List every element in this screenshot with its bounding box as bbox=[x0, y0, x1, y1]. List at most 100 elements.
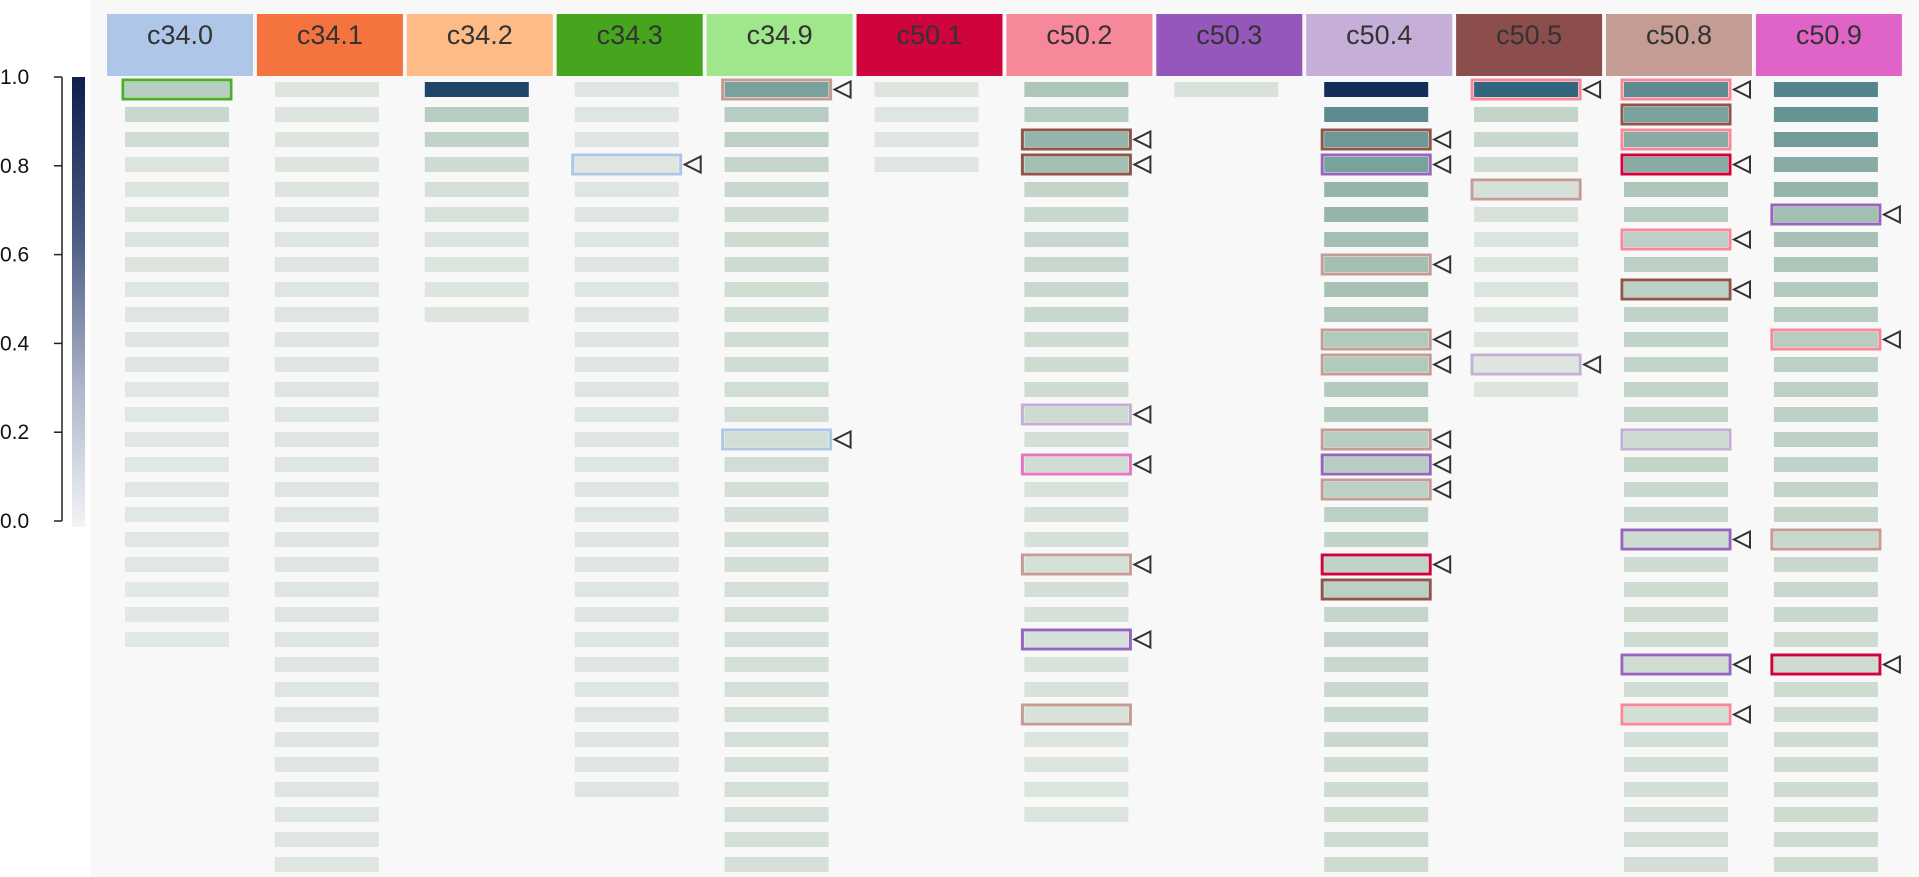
highlight-box bbox=[1320, 253, 1432, 276]
heatmap-cell bbox=[1024, 382, 1129, 397]
heatmap-cell bbox=[574, 707, 679, 722]
heatmap-cell bbox=[574, 607, 679, 622]
heatmap-cell bbox=[1624, 432, 1728, 447]
heatmap-cell bbox=[125, 332, 229, 347]
heatmap-cell bbox=[724, 232, 829, 247]
heatmap-cell bbox=[724, 482, 829, 497]
heatmap-cell bbox=[1624, 482, 1728, 497]
heatmap-cell bbox=[724, 507, 829, 522]
heatmap-cell bbox=[274, 657, 379, 672]
heatmap-cell bbox=[274, 332, 379, 347]
heatmap-cell bbox=[1324, 457, 1429, 472]
column-header-c34-0 bbox=[107, 14, 253, 76]
column-header-c34-2 bbox=[406, 14, 553, 76]
heatmap-cell bbox=[125, 557, 229, 572]
heatmap-cell bbox=[1773, 307, 1878, 322]
heatmap-cell bbox=[724, 407, 829, 422]
heatmap-cell bbox=[1324, 632, 1429, 647]
heatmap-cell bbox=[1024, 607, 1129, 622]
pointer-arrow-icon bbox=[1132, 629, 1152, 650]
heatmap-cell bbox=[1024, 807, 1129, 822]
highlight-box bbox=[1470, 353, 1582, 376]
heatmap-cell bbox=[1324, 607, 1429, 622]
heatmap-cell bbox=[724, 607, 829, 622]
heatmap-cell bbox=[724, 532, 829, 547]
heatmap-cell bbox=[424, 282, 529, 297]
heatmap-cell bbox=[125, 482, 229, 497]
column-header-label: c34.2 bbox=[447, 20, 513, 50]
colorbar: 1.0 0.8 0.6 0.4 0.2 0.0 bbox=[0, 66, 85, 533]
heatmap-cell bbox=[574, 632, 679, 647]
heatmap-cell bbox=[274, 257, 379, 272]
pointer-arrow-icon bbox=[1431, 354, 1452, 375]
highlight-box bbox=[1470, 178, 1582, 201]
heatmap-cell bbox=[1773, 707, 1878, 722]
heatmap-cell bbox=[1624, 532, 1728, 547]
highlight-box bbox=[1620, 278, 1732, 301]
heatmap-cell bbox=[724, 107, 829, 122]
heatmap-cell bbox=[1773, 332, 1878, 347]
heatmap-cell bbox=[125, 132, 229, 147]
heatmap-cell bbox=[1024, 332, 1129, 347]
highlight-box bbox=[1770, 528, 1882, 551]
heatmap-cell bbox=[724, 457, 829, 472]
heatmap-cell bbox=[1324, 107, 1429, 122]
heatmap-cell bbox=[125, 432, 229, 447]
heatmap-cell bbox=[1773, 482, 1878, 497]
column-header-c34-9 bbox=[706, 14, 853, 76]
highlight-box bbox=[1320, 428, 1432, 451]
heatmap-cell bbox=[1624, 857, 1728, 872]
heatmap-cell bbox=[1624, 657, 1728, 672]
heatmap-cell bbox=[424, 107, 529, 122]
heatmap-cell bbox=[724, 282, 829, 297]
highlight-box bbox=[1020, 403, 1132, 426]
heatmap-cell bbox=[1624, 832, 1728, 847]
heatmap-cell bbox=[125, 407, 229, 422]
heatmap-cell bbox=[274, 132, 379, 147]
pointer-arrow-icon bbox=[1731, 704, 1751, 725]
heatmap-cell bbox=[274, 182, 379, 197]
heatmap-cell bbox=[1324, 482, 1429, 497]
heatmap-cell bbox=[125, 607, 229, 622]
heatmap-cell bbox=[724, 357, 829, 372]
highlight-box bbox=[1770, 653, 1882, 676]
heatmap-cell bbox=[574, 682, 679, 697]
highlight-box bbox=[1320, 153, 1432, 176]
heatmap-cell bbox=[574, 657, 679, 672]
highlight-box bbox=[1020, 703, 1132, 726]
heatmap-cell bbox=[1773, 782, 1878, 797]
heatmap-cell bbox=[724, 432, 829, 447]
heatmap-cell bbox=[1324, 582, 1429, 597]
heatmap-cell bbox=[724, 807, 829, 822]
heatmap-cell bbox=[1324, 432, 1429, 447]
heatmap-cell bbox=[1324, 132, 1429, 147]
heatmap-cell bbox=[574, 282, 679, 297]
heatmap-cell bbox=[1024, 757, 1129, 772]
heatmap-cell bbox=[1624, 382, 1728, 397]
heatmap-cell bbox=[274, 357, 379, 372]
heatmap-cell bbox=[1324, 382, 1429, 397]
pointer-arrow-icon bbox=[1431, 329, 1452, 350]
heatmap-cell bbox=[1024, 732, 1129, 747]
column-header-c50-3 bbox=[1156, 14, 1303, 76]
highlight-box bbox=[1620, 703, 1732, 726]
heatmap-cell bbox=[424, 232, 529, 247]
heatmap-cell bbox=[274, 807, 379, 822]
heatmap-cell bbox=[574, 107, 679, 122]
heatmap-cell bbox=[1024, 307, 1129, 322]
heatmap-cell bbox=[1624, 582, 1728, 597]
highlight-box bbox=[1620, 153, 1732, 176]
pointer-arrow-icon bbox=[1731, 529, 1751, 550]
heatmap-cell bbox=[125, 457, 229, 472]
heatmap-cell bbox=[574, 757, 679, 772]
heatmap-cell bbox=[1773, 857, 1878, 872]
heatmap-cell bbox=[574, 482, 679, 497]
heatmap-cell bbox=[274, 707, 379, 722]
heatmap-cell bbox=[1773, 357, 1878, 372]
column-header-c50-9 bbox=[1755, 14, 1902, 76]
heatmap-cell bbox=[1624, 307, 1728, 322]
heatmap-cell bbox=[1773, 657, 1878, 672]
heatmap-cell bbox=[1624, 557, 1728, 572]
heatmap-cell bbox=[724, 157, 829, 172]
heatmap-cell bbox=[1024, 582, 1129, 597]
